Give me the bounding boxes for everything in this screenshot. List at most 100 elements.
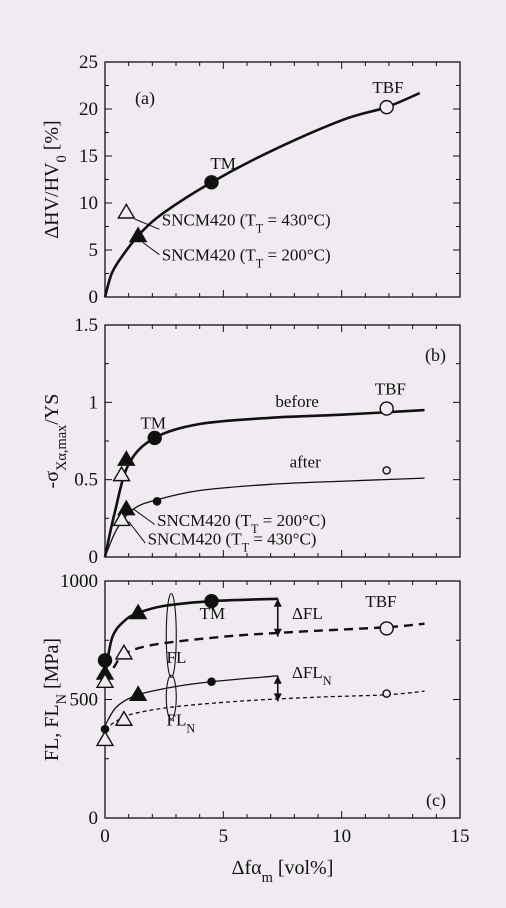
annotation-tm: TM xyxy=(200,604,226,623)
y-tick-label: 10 xyxy=(79,193,98,214)
data-point-filled-circle xyxy=(204,593,219,609)
data-point-small-open-circle xyxy=(382,689,391,698)
data-point-filled-triangle xyxy=(128,603,148,620)
y-axis-label-tail: [%] xyxy=(41,120,63,155)
annotation-after: after xyxy=(290,452,321,471)
annotation-before: before xyxy=(275,392,318,411)
annotation-sncmt-sub: T xyxy=(256,256,264,270)
annotation-tbf-main: TBF xyxy=(372,78,403,97)
curve-dashed-thick xyxy=(104,622,425,682)
leader-line xyxy=(128,521,146,544)
annotation-sncmt-main: SNCM420 (T xyxy=(162,211,257,230)
annotation-sncmt-sub: T xyxy=(251,522,259,536)
annotation-sncmt: SNCM420 (TT = 430°C) xyxy=(162,211,331,236)
annotation-tbf: TBF xyxy=(372,78,403,97)
data-point-open-triangle xyxy=(114,710,134,726)
y-tick-label: 1.5 xyxy=(74,315,98,336)
annotation-sncmt-tail: = 200°C) xyxy=(263,245,330,264)
y-tick-label: 0 xyxy=(89,287,99,308)
y-axis-label: FL, FLN [MPa] xyxy=(41,638,70,761)
delta-fl-arrow-head xyxy=(273,628,282,637)
data-point-open-triangle xyxy=(95,730,115,747)
annotation-before-main: before xyxy=(275,392,318,411)
data-point-open-triangle xyxy=(112,510,131,527)
curve-solid-thick xyxy=(103,91,421,298)
annotation-tbf-main: TBF xyxy=(375,380,406,399)
annotation-fl-main: FL xyxy=(167,711,187,730)
y-tick-label: 5 xyxy=(89,240,99,261)
curve-solid-thick xyxy=(103,408,425,558)
data-point-filled-circle xyxy=(204,175,219,190)
panel-label: (a) xyxy=(135,88,155,109)
annotation-fl: FLN xyxy=(167,711,196,736)
y-axis-label-sub: 0 xyxy=(54,155,70,162)
curve-dashed-thin xyxy=(104,690,425,730)
y-tick-label: 0 xyxy=(89,547,99,568)
data-point-open-triangle xyxy=(95,672,115,689)
delta-fln-arrow-head xyxy=(273,675,282,684)
delta-fl-arrow-head xyxy=(273,598,282,607)
annotation-tm: TM xyxy=(141,414,167,433)
x-axis-label-main: Δfα xyxy=(232,857,263,879)
x-tick-label: 5 xyxy=(219,826,229,847)
x-tick-label: 15 xyxy=(451,826,470,847)
y-tick-label: 15 xyxy=(79,146,98,167)
annotation-fl-main: ΔFL xyxy=(292,663,323,682)
data-point-small-filled-circle xyxy=(152,497,162,506)
panel-2: 0 0.5 1 1.5 -σXα,max/YS (b) TM TBF before after SN… xyxy=(41,315,461,568)
annotation-sncmt: SNCM420 (TT = 200°C) xyxy=(162,245,331,270)
annotation-sncmt-sub: T xyxy=(256,222,264,236)
data-point-open-triangle xyxy=(112,465,131,482)
curve-solid-thin xyxy=(104,675,278,726)
annotation-sncmt-sub: T xyxy=(242,541,250,555)
annotation-tm: TM xyxy=(210,154,236,173)
y-axis-label-tail: /YS xyxy=(41,394,63,425)
annotation-fl-main: FL xyxy=(167,648,187,667)
annotation-sncmt: SNCM420 (TT = 430°C) xyxy=(148,530,317,555)
x-axis-label-tail: [vol%] xyxy=(273,857,334,879)
y-axis-label: -σXα,max/YS xyxy=(41,394,70,489)
data-point-open-triangle xyxy=(117,203,136,219)
annotation-tm-main: TM xyxy=(210,154,236,173)
delta-fln-arrow-head xyxy=(273,693,282,702)
x-axis-label-sub: m xyxy=(262,870,273,886)
y-tick-label: 500 xyxy=(70,690,99,711)
y-tick-label: 20 xyxy=(79,99,98,120)
annotation-fl-sub: N xyxy=(323,674,332,688)
y-axis-label-sub: Xα,max xyxy=(54,424,70,471)
annotation-tbf-main: TBF xyxy=(365,592,396,611)
data-point-small-filled-circle xyxy=(207,677,216,687)
annotation-fl: ΔFLN xyxy=(292,663,332,688)
y-axis-label-main: -σ xyxy=(41,471,63,489)
data-point-filled-triangle xyxy=(117,450,136,466)
y-axis-label-sub: N xyxy=(54,693,70,704)
fln-bracket xyxy=(165,674,177,720)
annotation-sncmt: SNCM420 (TT = 200°C) xyxy=(157,511,326,536)
annotation-fl-sub: N xyxy=(186,722,195,736)
y-axis-label-main: ΔHV/HV xyxy=(41,162,63,239)
annotation-sncmt-tail: = 430°C) xyxy=(263,211,330,230)
leader-line xyxy=(133,508,155,525)
data-point-filled-circle xyxy=(147,430,162,446)
y-tick-label: 0.5 xyxy=(74,470,98,491)
annotation-tbf: TBF xyxy=(365,592,396,611)
annotation-sncmt-tail: = 200°C) xyxy=(259,511,326,530)
y-axis-label-main: FL, FL xyxy=(41,704,63,761)
data-point-filled-triangle xyxy=(128,226,148,243)
data-point-open-circle xyxy=(379,621,394,636)
data-point-open-triangle xyxy=(114,643,134,660)
x-tick-label: 0 xyxy=(100,826,110,847)
data-point-open-circle xyxy=(379,99,394,115)
data-point-open-circle xyxy=(379,401,394,416)
data-point-filled-triangle xyxy=(128,685,148,702)
annotation-tbf: TBF xyxy=(375,380,406,399)
y-tick-label: 0 xyxy=(89,808,99,829)
y-tick-label: 1000 xyxy=(60,571,98,592)
annotation-sncmt-main: SNCM420 (T xyxy=(148,530,243,549)
panel-label: (c) xyxy=(426,790,446,811)
annotation-sncmt-main: SNCM420 (T xyxy=(162,245,257,264)
data-point-small-open-circle xyxy=(382,466,391,475)
